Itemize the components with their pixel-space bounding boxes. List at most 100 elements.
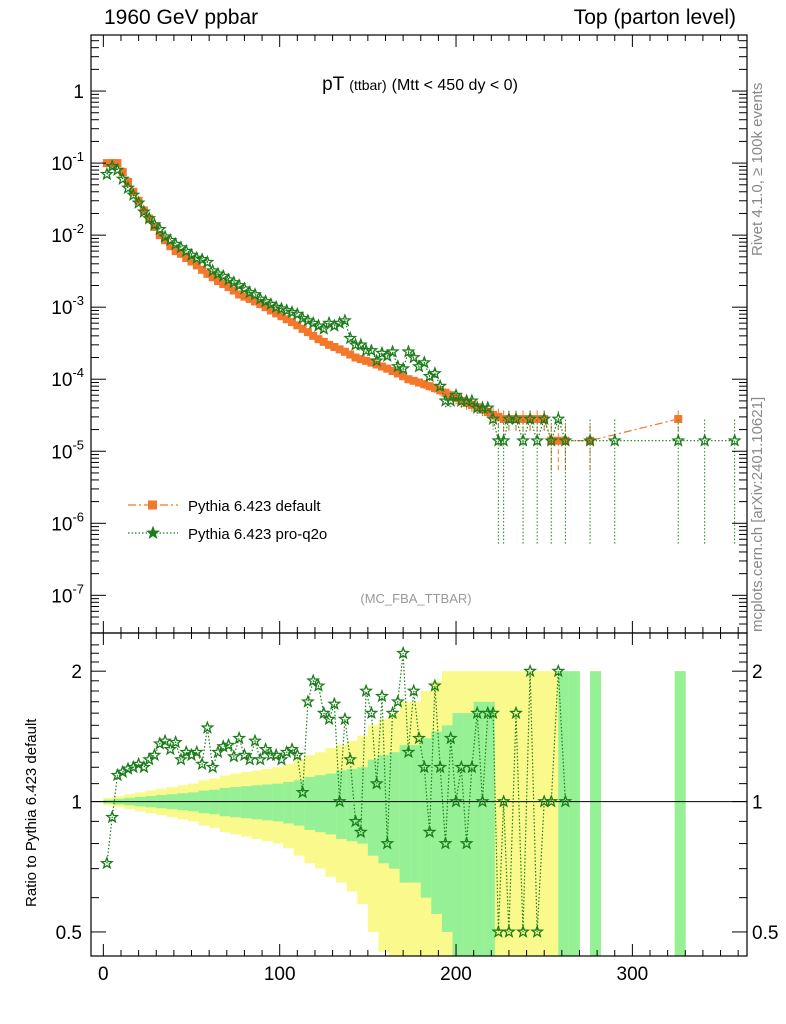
- ratio-point: [327, 696, 342, 710]
- ratio-band-green: [674, 671, 686, 956]
- data-point-proq2o: [406, 350, 421, 364]
- data-point-proq2o: [337, 313, 352, 327]
- ratio-point: [364, 705, 379, 720]
- data-point-default: [108, 159, 117, 168]
- ratio-band-green: [389, 752, 401, 869]
- data-point-proq2o: [136, 204, 151, 218]
- data-point-proq2o: [380, 348, 395, 362]
- data-point-proq2o: [327, 318, 342, 332]
- data-point-default: [293, 321, 302, 330]
- data-point-default: [554, 436, 563, 445]
- data-point-proq2o: [147, 217, 162, 231]
- data-point-default: [261, 303, 270, 312]
- data-point-default: [224, 283, 233, 292]
- data-point-proq2o: [121, 180, 136, 195]
- ratio-point: [374, 688, 389, 703]
- data-point-proq2o: [353, 337, 368, 351]
- data-point-proq2o: [115, 171, 130, 186]
- series-line-1: [106, 165, 735, 443]
- ratio-point: [454, 759, 469, 774]
- ratio-band-green: [484, 701, 496, 956]
- ratio-point: [126, 759, 141, 774]
- data-point-default: [425, 382, 434, 391]
- data-point-proq2o: [385, 344, 400, 358]
- data-point-proq2o: [110, 162, 125, 177]
- data-point-proq2o: [697, 433, 712, 447]
- data-point-default: [192, 261, 201, 270]
- data-point-default: [303, 328, 312, 337]
- ratio-point: [496, 794, 511, 808]
- ratio-band-green: [452, 713, 464, 956]
- data-point-proq2o: [433, 378, 448, 393]
- ratio-point: [353, 824, 368, 839]
- ratio-point: [544, 794, 559, 808]
- legend-entry-proq2o: Pythia 6.423 pro-q2o: [128, 525, 327, 543]
- ratio-point: [464, 759, 479, 774]
- ratio-point: [290, 747, 305, 762]
- ratio-point: [226, 749, 241, 763]
- plot-title: pT (ttbar) (Mtt < 450 dy < 0): [322, 74, 518, 95]
- legend-marker-proq2o: [145, 525, 161, 540]
- data-point-default: [441, 388, 450, 397]
- ratio-point: [253, 752, 268, 766]
- data-point-default: [166, 242, 175, 251]
- data-point-proq2o: [374, 345, 389, 360]
- data-point-proq2o: [417, 355, 432, 369]
- data-point-default: [436, 386, 445, 395]
- data-point-proq2o: [253, 291, 268, 305]
- ratio-band-green: [399, 745, 411, 883]
- ratio-point: [443, 730, 458, 745]
- ratio-frame: [90, 632, 748, 957]
- data-point-default: [213, 277, 222, 286]
- data-point-default: [102, 159, 111, 168]
- ratio-point: [417, 759, 432, 774]
- ratio-point: [475, 794, 490, 808]
- ratio-band-green: [325, 773, 337, 835]
- data-point-default: [533, 415, 542, 424]
- ratio-band-green: [230, 787, 242, 818]
- ratio-point: [105, 809, 120, 824]
- main-frame: [90, 34, 748, 634]
- data-point-default: [282, 315, 291, 324]
- data-point-default: [351, 353, 360, 362]
- data-point-proq2o: [343, 330, 358, 345]
- data-point-default: [182, 254, 191, 263]
- ratio-point: [115, 764, 130, 778]
- data-point-default: [219, 279, 228, 288]
- ratio-point: [316, 705, 331, 720]
- data-point-proq2o: [242, 285, 257, 299]
- ratio-point: [359, 683, 374, 697]
- ratio-point: [274, 752, 289, 766]
- data-point-proq2o: [480, 400, 495, 414]
- ratio-point: [459, 836, 474, 850]
- data-point-default: [399, 372, 408, 381]
- ratio-band-green: [262, 784, 274, 821]
- ytick-label-main: 10-7: [51, 581, 84, 607]
- data-point-default: [335, 345, 344, 354]
- data-point-default: [499, 415, 508, 424]
- ratio-line: [106, 653, 566, 933]
- ytick-label-ratio-right: 1: [752, 793, 763, 814]
- ratio-point: [195, 756, 210, 771]
- data-point-proq2o: [551, 411, 566, 425]
- ratio-point: [248, 733, 262, 747]
- ratio-point: [306, 673, 321, 687]
- ratio-point: [152, 736, 167, 750]
- ratio-point: [200, 720, 215, 734]
- data-point-proq2o: [364, 343, 379, 357]
- header-energy-label: 1960 GeV ppbar: [104, 6, 259, 29]
- data-point-proq2o: [607, 433, 622, 447]
- data-point-default: [409, 376, 418, 385]
- data-point-proq2o: [583, 433, 598, 447]
- ratio-point: [184, 747, 199, 762]
- ratio-point: [173, 752, 188, 766]
- mcplots-citation-label: mcplots.cern.ch [arXiv:2401.10621]: [749, 396, 766, 632]
- data-point-proq2o: [126, 187, 141, 202]
- xtick-label: 200: [440, 964, 472, 985]
- data-point-proq2o: [311, 318, 326, 332]
- data-point-proq2o: [727, 433, 742, 447]
- data-point-proq2o: [306, 315, 321, 330]
- ratio-point: [509, 705, 523, 720]
- ratio-band-green: [293, 780, 305, 826]
- ratio-point: [322, 711, 337, 726]
